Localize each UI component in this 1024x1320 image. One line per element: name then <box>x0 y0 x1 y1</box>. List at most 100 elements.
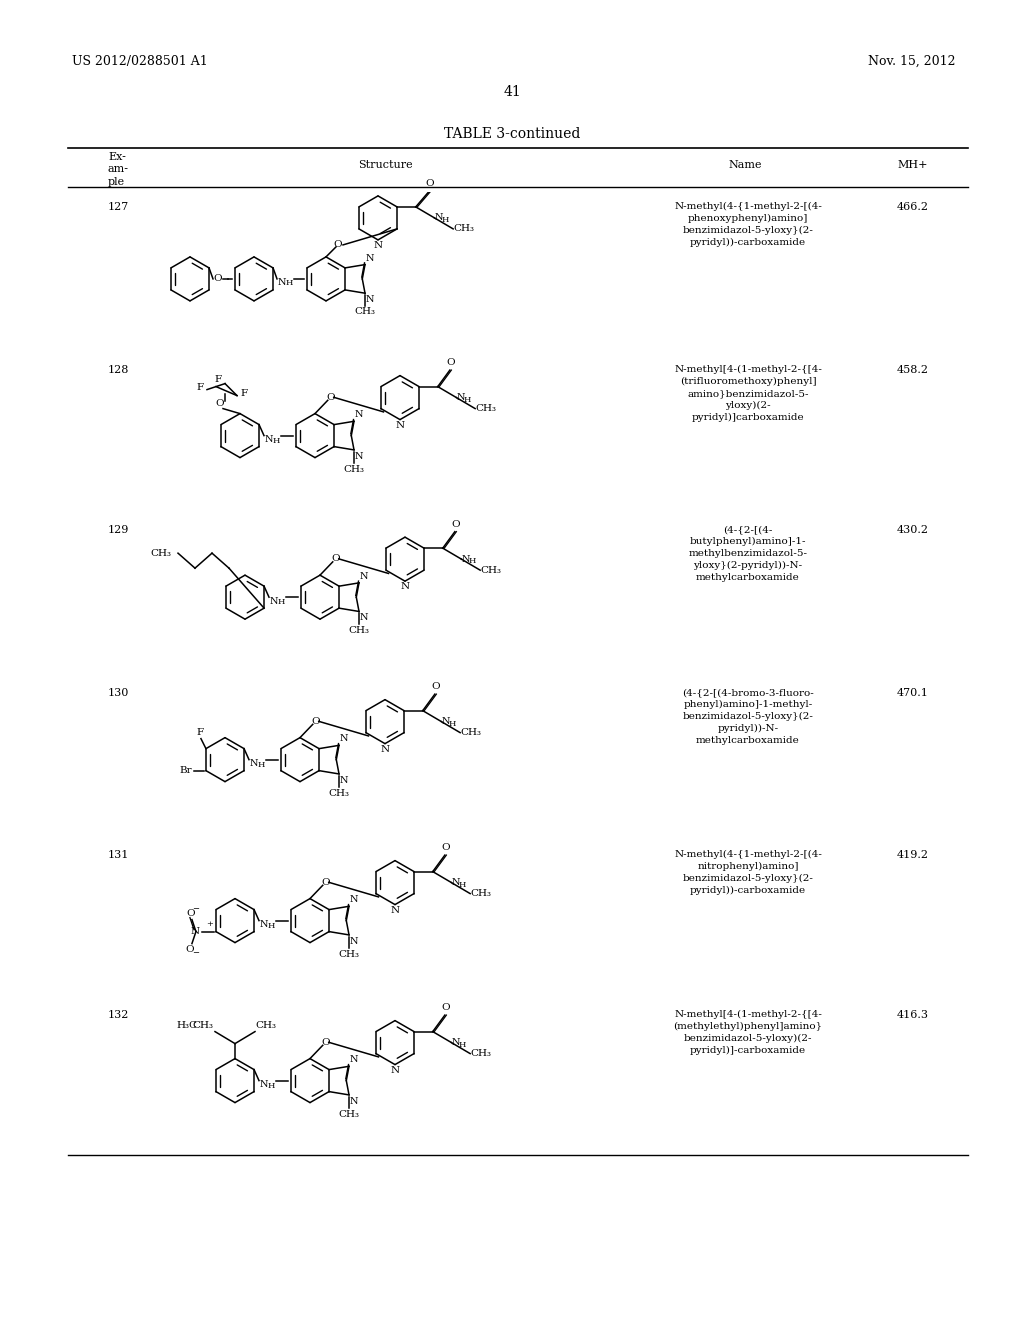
Text: 41: 41 <box>503 84 521 99</box>
Text: 128: 128 <box>108 366 129 375</box>
Text: N: N <box>366 296 375 304</box>
Text: CH₃: CH₃ <box>339 1110 359 1119</box>
Text: N: N <box>462 554 470 564</box>
Text: N: N <box>260 1080 268 1089</box>
Text: N-methyl(4-{1-methyl-2-[(4-
nitrophenyl)amino]
benzimidazol-5-yloxy}(2-
pyridyl): N-methyl(4-{1-methyl-2-[(4- nitrophenyl)… <box>674 850 822 895</box>
Text: O: O <box>327 393 335 401</box>
Text: N: N <box>278 279 287 288</box>
Text: N: N <box>350 1097 358 1106</box>
Text: O: O <box>322 1038 330 1047</box>
Text: US 2012/0288501 A1: US 2012/0288501 A1 <box>72 55 208 69</box>
Text: 129: 129 <box>108 525 129 535</box>
Text: O: O <box>334 240 342 249</box>
Text: 458.2: 458.2 <box>897 366 929 375</box>
Text: (4-{2-[(4-
butylphenyl)amino]-1-
methylbenzimidazol-5-
yloxy}(2-pyridyl))-N-
met: (4-{2-[(4- butylphenyl)amino]-1- methylb… <box>688 525 808 582</box>
Text: N: N <box>390 1065 399 1074</box>
Text: N: N <box>400 582 410 591</box>
Text: 127: 127 <box>108 202 129 213</box>
Text: N: N <box>452 878 460 887</box>
Text: N: N <box>340 734 348 743</box>
Text: H: H <box>459 1040 466 1048</box>
Text: N: N <box>366 253 375 263</box>
Text: O: O <box>431 682 440 692</box>
Text: 132: 132 <box>108 1010 129 1020</box>
Text: H₃C: H₃C <box>176 1020 197 1030</box>
Text: 419.2: 419.2 <box>897 850 929 861</box>
Text: H: H <box>257 760 264 768</box>
Text: O: O <box>186 908 196 917</box>
Text: CH₃: CH₃ <box>348 627 370 635</box>
Text: N: N <box>350 895 358 904</box>
Text: N: N <box>260 920 268 929</box>
Text: N: N <box>452 1038 460 1047</box>
Text: O: O <box>441 843 451 853</box>
Text: F: F <box>240 389 247 399</box>
Text: −: − <box>193 949 200 957</box>
Text: 470.1: 470.1 <box>897 688 929 698</box>
Text: CH₃: CH₃ <box>339 950 359 958</box>
Text: CH₃: CH₃ <box>460 729 481 737</box>
Text: Nov. 15, 2012: Nov. 15, 2012 <box>867 55 955 69</box>
Text: CH₃: CH₃ <box>454 224 474 234</box>
Text: CH₃: CH₃ <box>150 549 171 557</box>
Text: N: N <box>340 776 348 785</box>
Text: Structure: Structure <box>357 160 413 170</box>
Text: N: N <box>441 717 450 726</box>
Text: O: O <box>332 554 340 564</box>
Text: O: O <box>214 275 222 284</box>
Text: CH₃: CH₃ <box>255 1020 276 1030</box>
Text: N: N <box>381 744 389 754</box>
Text: H: H <box>272 437 280 445</box>
Text: Ex-
am-
ple: Ex- am- ple <box>108 152 129 187</box>
Text: 466.2: 466.2 <box>897 202 929 213</box>
Text: N-methyl(4-{1-methyl-2-[(4-
phenoxyphenyl)amino]
benzimidazol-5-yloxy}(2-
pyridy: N-methyl(4-{1-methyl-2-[(4- phenoxypheny… <box>674 202 822 247</box>
Text: N-methyl[4-(1-methyl-2-{[4-
(trifluoromethoxy)phenyl]
amino}benzimidazol-5-
ylox: N-methyl[4-(1-methyl-2-{[4- (trifluorome… <box>674 366 822 422</box>
Text: H: H <box>468 557 476 565</box>
Text: N: N <box>265 436 273 444</box>
Text: CH₃: CH₃ <box>480 566 501 574</box>
Text: H: H <box>278 598 285 606</box>
Text: O: O <box>426 180 434 189</box>
Text: N: N <box>269 597 279 606</box>
Text: N: N <box>390 906 399 915</box>
Text: 131: 131 <box>108 850 129 861</box>
Text: N: N <box>350 1055 358 1064</box>
Text: MH+: MH+ <box>898 160 928 170</box>
Text: O: O <box>185 945 195 953</box>
Text: CH₃: CH₃ <box>193 1020 213 1030</box>
Text: F: F <box>215 375 222 384</box>
Text: Name: Name <box>728 160 762 170</box>
Text: CH₃: CH₃ <box>470 1049 492 1059</box>
Text: N-methyl[4-(1-methyl-2-{[4-
(methylethyl)phenyl]amino}
benzimidazol-5-yloxy)(2-
: N-methyl[4-(1-methyl-2-{[4- (methylethyl… <box>674 1010 822 1055</box>
Text: O: O <box>446 358 455 367</box>
Text: F: F <box>197 383 204 392</box>
Text: N: N <box>190 927 200 936</box>
Text: (4-{2-[(4-bromo-3-fluoro-
phenyl)amino]-1-methyl-
benzimidazol-5-yloxy}(2-
pyrid: (4-{2-[(4-bromo-3-fluoro- phenyl)amino]-… <box>682 688 814 744</box>
Text: +: + <box>206 920 213 928</box>
Text: CH₃: CH₃ <box>475 404 497 413</box>
Text: 130: 130 <box>108 688 129 698</box>
Text: CH₃: CH₃ <box>354 308 376 317</box>
Text: 416.3: 416.3 <box>897 1010 929 1020</box>
Text: F: F <box>197 727 204 737</box>
Text: TABLE 3-continued: TABLE 3-continued <box>443 127 581 141</box>
Text: N: N <box>374 242 383 249</box>
Text: O: O <box>322 878 330 887</box>
Text: Br: Br <box>179 766 191 775</box>
Text: N: N <box>355 411 364 420</box>
Text: CH₃: CH₃ <box>329 789 349 797</box>
Text: CH₃: CH₃ <box>343 465 365 474</box>
Text: H: H <box>441 216 449 224</box>
Text: H: H <box>267 1081 274 1089</box>
Text: O: O <box>441 1003 451 1012</box>
Text: O: O <box>311 717 321 726</box>
Text: N: N <box>360 614 369 623</box>
Text: N: N <box>360 572 369 581</box>
Text: N: N <box>457 393 465 403</box>
Text: O: O <box>216 399 224 408</box>
Text: CH₃: CH₃ <box>470 890 492 898</box>
Text: H: H <box>267 921 274 929</box>
Text: O: O <box>452 520 460 528</box>
Text: N: N <box>434 214 443 222</box>
Text: N: N <box>250 759 258 768</box>
